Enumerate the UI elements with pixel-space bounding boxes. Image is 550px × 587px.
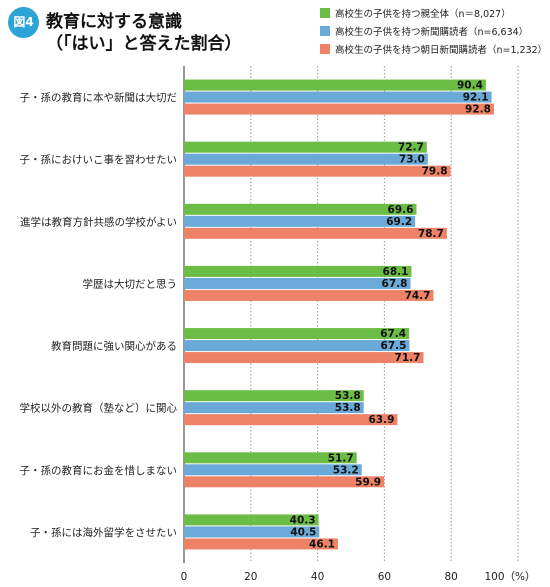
category-label: 子・孫には海外留学をさせたい (30, 526, 177, 539)
bar-all-parents (184, 452, 357, 464)
x-tick-label: 20 (244, 571, 257, 583)
value-label: 67.5 (381, 340, 407, 352)
legend-label: 高校生の子供を持つ新聞購読者（n=6,634） (335, 26, 529, 38)
bar-newspaper-readers (184, 277, 411, 289)
value-label: 69.2 (386, 216, 412, 228)
category-label: 子・孫の教育にお金を惜しまない (20, 464, 178, 477)
bar-all-parents (184, 328, 410, 340)
bar-asahi-readers (184, 103, 494, 115)
legend-item-newspaper-readers: 高校生の子供を持つ新聞購読者（n=6,634） (320, 23, 547, 38)
value-label: 53.8 (335, 390, 361, 402)
value-label: 71.7 (395, 352, 421, 364)
category-label: 教育問題に強い関心がある (51, 340, 177, 353)
x-tick-label: 100（%） (484, 571, 535, 583)
bar-all-parents (184, 514, 319, 526)
value-label: 59.9 (355, 476, 381, 488)
bar-all-parents (184, 203, 417, 215)
chart-title-line2: （「はい」と答えた割合） (46, 34, 242, 54)
x-tick-label: 60 (378, 571, 391, 583)
value-label: 79.8 (422, 166, 448, 178)
value-label: 69.6 (388, 204, 414, 216)
value-label: 68.1 (383, 266, 409, 278)
value-label: 74.7 (405, 290, 431, 302)
bar-newspaper-readers (184, 464, 362, 476)
value-label: 78.7 (418, 228, 444, 240)
value-label: 53.2 (333, 464, 359, 476)
bar-all-parents (184, 141, 427, 153)
legend-item-asahi-readers: 高校生の子供を持つ朝日新聞購読者（n=1,232） (320, 41, 547, 56)
value-label: 72.7 (398, 142, 424, 154)
bar-newspaper-readers (184, 153, 428, 165)
legend-swatch-blue (320, 25, 330, 36)
x-tick-label: 40 (311, 571, 324, 583)
bar-newspaper-readers (184, 402, 364, 414)
figure-number-badge: 図4 (8, 7, 39, 38)
x-tick-label: 0 (181, 571, 188, 583)
category-label: 学歴は大切だと思う (83, 277, 178, 290)
bar-asahi-readers (184, 476, 385, 488)
legend-swatch-green (320, 7, 330, 18)
bar-all-parents (184, 265, 412, 277)
legend-label: 高校生の子供を持つ親全体（n＝8,027） (335, 8, 511, 20)
category-label: 子・孫におけいこ事を習わせたい (20, 153, 178, 166)
value-label: 63.9 (369, 414, 395, 426)
legend-label: 高校生の子供を持つ朝日新聞購読者（n=1,232） (335, 44, 548, 56)
value-label: 67.4 (380, 328, 406, 340)
category-label: 子・孫の教育に本や新聞は大切だ (20, 91, 178, 104)
value-label: 67.8 (382, 278, 408, 290)
bar-newspaper-readers (184, 526, 320, 538)
value-label: 90.4 (457, 80, 483, 92)
bar-asahi-readers (184, 352, 424, 364)
legend-item-all-parents: 高校生の子供を持つ親全体（n＝8,027） (320, 5, 547, 20)
value-label: 92.8 (465, 104, 491, 116)
bar-asahi-readers (184, 165, 451, 177)
legend-swatch-orange (320, 43, 330, 54)
bar-newspaper-readers (184, 215, 416, 227)
bar-newspaper-readers (184, 340, 410, 352)
bar-asahi-readers (184, 538, 338, 550)
value-label: 92.1 (463, 92, 489, 104)
value-label: 73.0 (399, 154, 425, 166)
bar-all-parents (184, 390, 364, 402)
bar-asahi-readers (184, 289, 434, 301)
category-label: 進学は教育方針共感の学校がよい (20, 215, 177, 228)
bar-asahi-readers (184, 227, 447, 239)
value-label: 53.8 (335, 402, 361, 414)
bar-asahi-readers (184, 414, 398, 426)
category-label: 学校以外の教育（塾など）に関心 (20, 402, 178, 415)
value-label: 51.7 (328, 452, 354, 464)
chart-title-line1: 教育に対する意識 (46, 12, 182, 32)
value-label: 40.3 (290, 514, 316, 526)
value-label: 40.5 (290, 526, 316, 538)
bar-newspaper-readers (184, 91, 492, 103)
value-label: 46.1 (309, 538, 335, 550)
chart-legend: 高校生の子供を持つ親全体（n＝8,027） 高校生の子供を持つ新聞購読者（n=6… (320, 5, 547, 59)
x-tick-label: 80 (445, 571, 458, 583)
bar-all-parents (184, 79, 486, 91)
